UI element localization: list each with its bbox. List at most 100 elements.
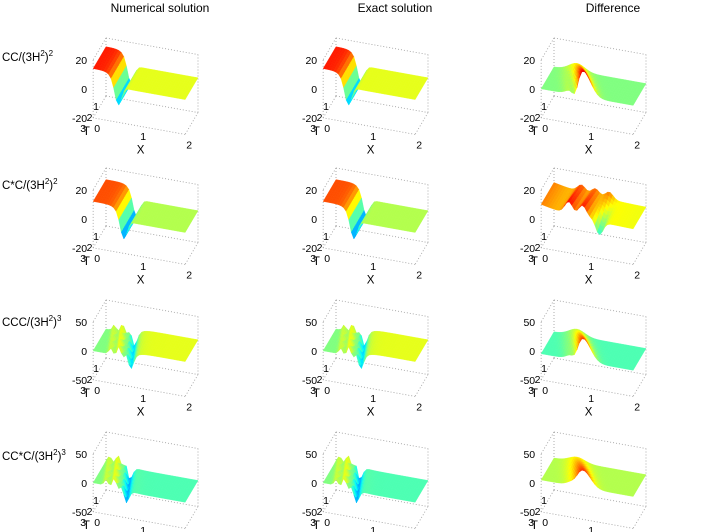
row-label-4-sup2: 3 <box>61 448 66 457</box>
t-tick-label-1: 1 <box>323 363 329 375</box>
floor-edge <box>93 247 186 265</box>
z-tick-label-top: 20 <box>305 55 317 67</box>
x-tick-label-0: 0 <box>94 517 100 529</box>
top-edge <box>335 299 429 317</box>
x-tick-label-2: 2 <box>634 401 640 413</box>
t-tick-label-2: 2 <box>87 374 93 386</box>
row-label-4: CC*C/(3H2)3 <box>2 448 66 463</box>
t-tick-label-2: 2 <box>317 374 323 386</box>
z-tick-label-mid: 0 <box>529 346 535 358</box>
row-label-1-mid: ) <box>45 52 49 64</box>
x-tick-label-2: 2 <box>416 139 422 151</box>
x-tick-label-0: 0 <box>94 385 100 397</box>
t-axis-label: T <box>313 126 320 138</box>
t-axis-label: T <box>83 256 90 268</box>
x-tick-label-1: 1 <box>588 525 594 532</box>
top-edge <box>553 167 647 185</box>
z-tick-label-mid: 0 <box>311 346 317 358</box>
z-tick-label-top: 20 <box>305 185 317 197</box>
floor-edge <box>632 112 647 135</box>
t-axis-label: T <box>83 126 90 138</box>
top-edge <box>322 431 337 455</box>
x-tick-label-2: 2 <box>634 269 640 281</box>
row-label-1-sup2: 2 <box>49 49 54 58</box>
t-tick-label-1: 1 <box>541 231 547 243</box>
floor-edge <box>184 112 199 135</box>
x-axis-label: X <box>367 144 375 156</box>
top-edge <box>105 431 199 449</box>
t-tick-label-2: 2 <box>87 506 93 518</box>
top-edge <box>335 431 429 449</box>
t-tick-label-3: 3 <box>80 123 86 135</box>
z-tick-label-mid: 0 <box>311 84 317 96</box>
z-tick-label-mid: 0 <box>529 214 535 226</box>
z-tick-label-mid: 0 <box>529 84 535 96</box>
x-tick-label-0: 0 <box>324 123 330 135</box>
t-tick-label-2: 2 <box>317 506 323 518</box>
top-edge <box>92 431 107 455</box>
t-axis-label: T <box>531 520 538 532</box>
t-tick-label-1: 1 <box>93 231 99 243</box>
t-tick-label-2: 2 <box>87 242 93 254</box>
top-edge <box>553 299 647 317</box>
row-label-2-sup2: 2 <box>53 177 58 186</box>
floor-edge <box>323 511 416 529</box>
row-label-1-sup1: 2 <box>40 49 45 58</box>
row-label-3-sup1: 2 <box>49 314 54 323</box>
t-tick-label-1: 1 <box>93 363 99 375</box>
top-edge <box>540 299 555 323</box>
x-tick-label-0: 0 <box>542 517 548 529</box>
surface-patch <box>412 96 417 100</box>
row-label-4-sup1: 2 <box>53 448 58 457</box>
t-tick-label-1: 1 <box>323 495 329 507</box>
top-edge <box>322 299 337 323</box>
floor-edge <box>93 511 186 529</box>
x-axis-label: X <box>367 406 375 418</box>
z-tick-label-top: 20 <box>523 55 535 67</box>
top-edge <box>553 431 647 449</box>
z-tick-label-bottom: -20 <box>520 113 535 125</box>
row-label-3-mid: ) <box>53 317 57 329</box>
t-axis-label: T <box>313 388 320 400</box>
row-label-3-sup2: 3 <box>57 314 62 323</box>
x-tick-label-1: 1 <box>370 525 376 532</box>
floor-edge <box>540 95 555 119</box>
row-label-4-base: CC*C/(3H <box>2 451 53 463</box>
x-tick-label-1: 1 <box>588 131 594 143</box>
row-label-2-sup1: 2 <box>45 177 50 186</box>
t-tick-label-1: 1 <box>93 101 99 113</box>
floor-edge <box>541 247 634 265</box>
floor-edge <box>541 117 634 135</box>
x-tick-label-0: 0 <box>94 123 100 135</box>
x-tick-label-2: 2 <box>416 269 422 281</box>
row-label-1-base: CC/(3H <box>2 52 40 64</box>
floor-edge <box>323 247 416 265</box>
floor-edge <box>323 379 416 397</box>
top-edge <box>322 37 337 61</box>
z-tick-label-mid: 0 <box>311 214 317 226</box>
floor-edge <box>184 242 199 265</box>
top-edge <box>105 299 199 317</box>
t-axis-label: T <box>531 256 538 268</box>
column-title-difference: Difference <box>586 1 641 15</box>
x-tick-label-1: 1 <box>140 131 146 143</box>
z-tick-label-top: 20 <box>75 185 87 197</box>
x-tick-label-0: 0 <box>542 253 548 265</box>
floor-edge <box>184 374 199 397</box>
row-label-1: CC/(3H2)2 <box>2 49 54 64</box>
z-tick-label-mid: 0 <box>529 478 535 490</box>
surface-patch <box>182 96 187 100</box>
t-axis-label: T <box>313 520 320 532</box>
z-tick-label-bottom: -20 <box>72 113 87 125</box>
top-edge <box>105 167 199 185</box>
z-tick-label-top: 20 <box>75 55 87 67</box>
surface-patch <box>630 102 635 106</box>
row-label-4-mid: ) <box>58 451 62 463</box>
floor-edge <box>632 374 647 397</box>
floor-edge <box>414 506 429 529</box>
